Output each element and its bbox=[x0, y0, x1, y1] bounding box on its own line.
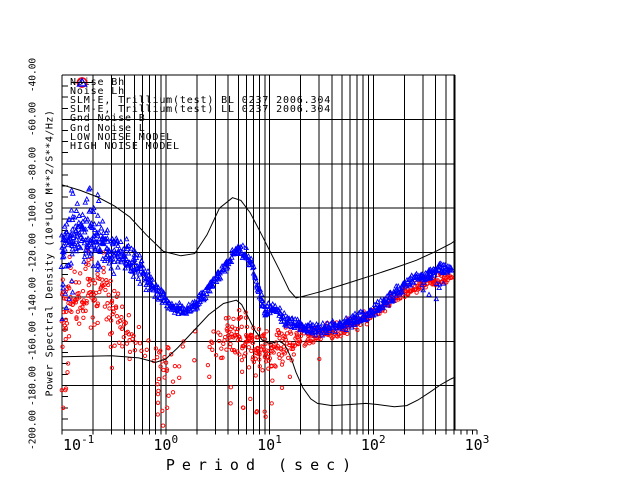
y-tick-label: -40.00 bbox=[27, 57, 39, 93]
legend-entry-label: SLM-E, Trillium(test) LL 0237 2006.304 bbox=[70, 104, 332, 116]
x-tick-label: 103 bbox=[464, 433, 490, 454]
legend-entry-label: Noise Bh bbox=[70, 77, 125, 89]
legend-entry-label: Gnd Noise L bbox=[70, 122, 146, 134]
noise-model-lines bbox=[61, 184, 456, 408]
y-tick-label: -160.00 bbox=[27, 321, 39, 362]
model-line bbox=[61, 299, 456, 408]
legend-entry-label: LOW NOISE MODEL bbox=[70, 131, 174, 143]
series-circle bbox=[59, 246, 455, 428]
y-tick-label: -200.00 bbox=[27, 409, 39, 451]
line-marker-icon bbox=[71, 82, 93, 83]
x-tick-label: 10-1 bbox=[63, 433, 95, 454]
x-tick-label: 100 bbox=[153, 433, 179, 454]
y-tick-label: -60.00 bbox=[27, 102, 39, 137]
model-line bbox=[61, 184, 456, 299]
x-tick-label: 101 bbox=[257, 433, 282, 454]
y-tick-label: -140.00 bbox=[27, 276, 39, 317]
y-tick-label: -100.00 bbox=[27, 188, 39, 229]
y-tick-label: -80.00 bbox=[27, 146, 39, 181]
legend-entry: HIGH NOISE MODEL bbox=[70, 82, 331, 152]
y-tick-label: -180.00 bbox=[27, 365, 39, 406]
legend-entry-label: HIGH NOISE MODEL bbox=[70, 140, 180, 152]
scatter-series bbox=[58, 184, 455, 428]
x-tick-label: 102 bbox=[360, 433, 386, 454]
legend-entry-label: Gnd Noise B bbox=[70, 113, 146, 125]
legend-entry-label: Noise Lh bbox=[70, 86, 125, 98]
y-axis-title: Power Spectral Density (10*LOG M**2/S**4… bbox=[44, 109, 56, 397]
legend-entry-label: SLM-E, Trillium(test) BL 0237 2006.304 bbox=[70, 95, 332, 107]
x-axis-title: Period (sec) bbox=[165, 456, 359, 474]
y-tick-label: -120.00 bbox=[27, 232, 39, 273]
series-triangle bbox=[58, 184, 455, 338]
plot-legend: Noise Bh Noise Lh SLM-E, Trillium(test) BL… bbox=[70, 77, 332, 152]
